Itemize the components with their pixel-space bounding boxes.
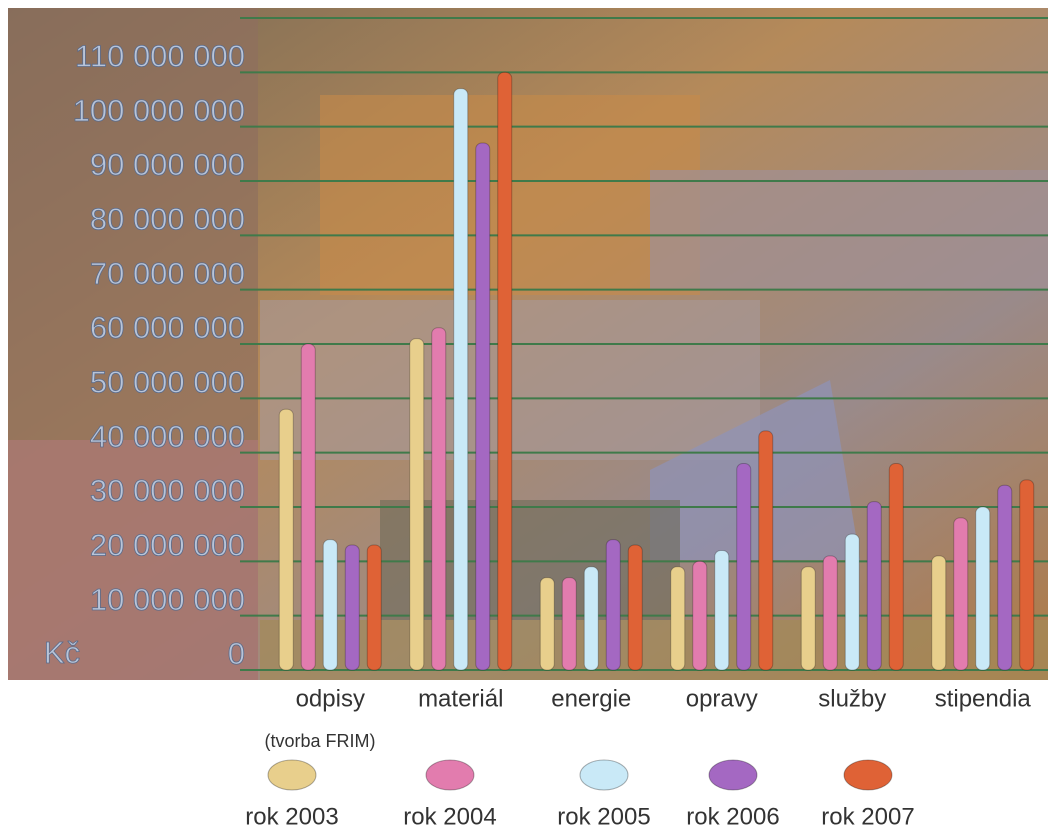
legend-label: rok 2007 bbox=[821, 803, 914, 830]
y-tick-label: 110 000 000 bbox=[75, 39, 245, 74]
y-tick-label: 10 000 000 bbox=[90, 582, 245, 617]
y-tick-label: 20 000 000 bbox=[90, 528, 245, 563]
legend-label: rok 2005 bbox=[557, 803, 650, 830]
bar bbox=[714, 549, 730, 671]
bar bbox=[605, 539, 621, 671]
bar bbox=[866, 501, 882, 671]
bar bbox=[475, 142, 491, 671]
bar bbox=[344, 544, 360, 671]
bar bbox=[953, 517, 969, 671]
bar bbox=[931, 555, 947, 671]
y-tick-label: 30 000 000 bbox=[90, 473, 245, 508]
bar bbox=[975, 506, 991, 671]
y-tick-label: 100 000 000 bbox=[73, 93, 245, 128]
legend-swatch bbox=[708, 759, 758, 791]
legend-label: rok 2006 bbox=[686, 803, 779, 830]
bar bbox=[453, 88, 469, 671]
x-tick-label: energie bbox=[551, 685, 631, 712]
y-tick-label: 90 000 000 bbox=[90, 147, 245, 182]
x-tick-label: materiál bbox=[418, 685, 503, 712]
y-tick-label: 0 bbox=[228, 636, 245, 671]
y-tick-label: 80 000 000 bbox=[90, 202, 245, 237]
bar bbox=[322, 539, 338, 671]
bar bbox=[800, 566, 816, 671]
x-tick-label: opravy bbox=[686, 685, 758, 712]
bar bbox=[300, 343, 316, 671]
annotation: (tvorba FRIM) bbox=[264, 731, 375, 751]
y-unit: Kč bbox=[44, 635, 80, 670]
legend-swatch bbox=[579, 759, 629, 791]
legend-swatch bbox=[267, 759, 317, 791]
bar bbox=[670, 566, 686, 671]
bar bbox=[736, 463, 752, 671]
bar bbox=[497, 71, 513, 671]
bar bbox=[561, 577, 577, 671]
bar bbox=[366, 544, 382, 671]
y-tick-label: 50 000 000 bbox=[90, 365, 245, 400]
bar bbox=[822, 555, 838, 671]
bar bbox=[278, 408, 294, 671]
bar bbox=[409, 338, 425, 671]
bar bbox=[539, 577, 555, 671]
bar bbox=[758, 430, 774, 671]
x-tick-label: stipendia bbox=[935, 685, 1032, 712]
bar bbox=[627, 544, 643, 671]
legend-swatch bbox=[425, 759, 475, 791]
bar bbox=[692, 560, 708, 671]
y-tick-label: 60 000 000 bbox=[90, 310, 245, 345]
bar bbox=[888, 463, 904, 671]
bar bbox=[431, 327, 447, 671]
bar bbox=[844, 533, 860, 671]
legend-swatch bbox=[843, 759, 893, 791]
y-tick-label: 40 000 000 bbox=[90, 419, 245, 454]
legend-label: rok 2003 bbox=[245, 803, 338, 830]
y-tick-label: 70 000 000 bbox=[90, 256, 245, 291]
x-tick-label: služby bbox=[818, 685, 886, 712]
legend-label: rok 2004 bbox=[403, 803, 496, 830]
bar bbox=[1019, 479, 1035, 671]
x-tick-label: odpisy bbox=[296, 685, 365, 712]
bar bbox=[997, 484, 1013, 671]
bar bbox=[583, 566, 599, 671]
